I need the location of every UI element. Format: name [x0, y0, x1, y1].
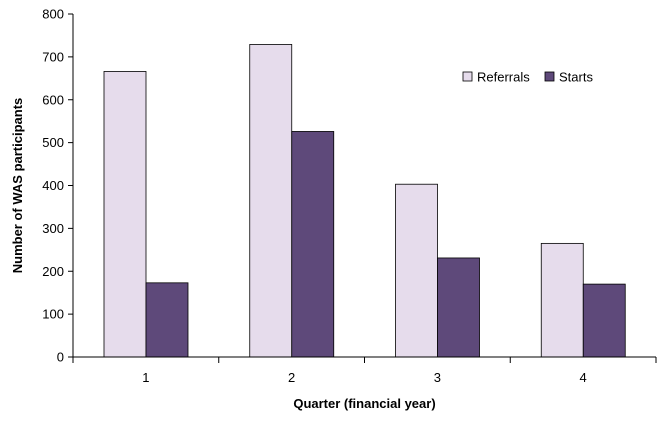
bar-starts-q3	[437, 257, 480, 358]
legend-swatch-starts	[544, 71, 555, 82]
legend: Referrals Starts	[462, 70, 593, 85]
y-tick-label: 200	[42, 264, 64, 279]
bar-referrals-q1	[103, 71, 147, 358]
legend-label-referrals: Referrals	[477, 70, 530, 85]
bar-starts-q1	[145, 282, 189, 358]
y-tick-label: 800	[42, 7, 64, 22]
y-tick-label: 300	[42, 221, 64, 236]
bar-referrals-q3	[395, 183, 438, 358]
y-tick-label: 700	[42, 49, 64, 64]
x-ticks-group: 1 2 3 4	[72, 357, 657, 385]
legend-swatch-referrals	[462, 71, 473, 82]
x-tick-label: 1	[142, 370, 149, 385]
y-tick-label: 400	[42, 178, 64, 193]
y-tick-label: 100	[42, 307, 64, 322]
bar-referrals-q4	[540, 242, 584, 358]
bars-group	[103, 44, 626, 358]
bar-starts-q4	[582, 283, 626, 358]
y-ticks-group: 0 100 200 300 400 500 600 700 800	[42, 7, 73, 365]
bar-starts-q2	[291, 131, 335, 358]
y-tick-label: 600	[42, 92, 64, 107]
x-tick-label: 4	[580, 370, 587, 385]
x-tick-label: 2	[288, 370, 295, 385]
legend-label-starts: Starts	[559, 70, 593, 85]
x-axis-title: Quarter (financial year)	[293, 396, 435, 411]
y-tick-label: 0	[57, 350, 64, 365]
y-tick-label: 500	[42, 135, 64, 150]
x-tick-label: 3	[434, 370, 441, 385]
bar-referrals-q2	[249, 44, 293, 358]
y-axis-title: Number of WAS participants	[10, 98, 25, 274]
